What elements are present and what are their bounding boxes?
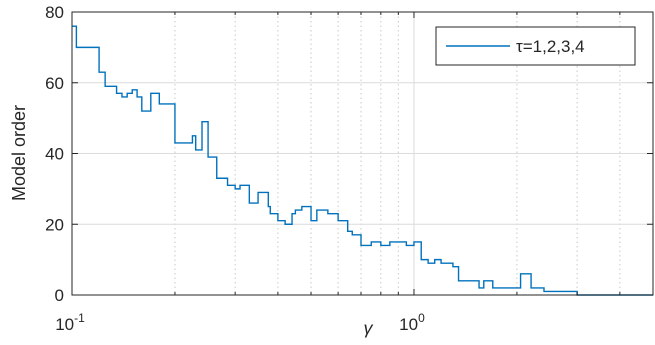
y-tick-label: 80 xyxy=(45,3,64,22)
y-tick-label: 0 xyxy=(55,286,64,305)
series-layer xyxy=(72,25,653,296)
x-tick-label: 100 xyxy=(399,311,425,334)
major-grid xyxy=(72,12,653,295)
y-tick-label: 60 xyxy=(45,74,64,93)
legend-label: τ=1,2,3,4 xyxy=(516,37,585,56)
y-tick-label: 20 xyxy=(45,215,64,234)
y-axis-title: Model order xyxy=(9,105,29,201)
x-axis-title: γ xyxy=(364,318,374,338)
tick-marks xyxy=(71,11,653,296)
series-line xyxy=(72,25,653,296)
y-tick-label: 40 xyxy=(45,145,64,164)
legend: τ=1,2,3,4 xyxy=(435,26,636,66)
x-tick-labels: 10-1 100 xyxy=(55,311,425,334)
y-tick-labels: 0 20 40 60 80 xyxy=(45,3,64,305)
x-tick-label: 10-1 xyxy=(55,311,85,334)
